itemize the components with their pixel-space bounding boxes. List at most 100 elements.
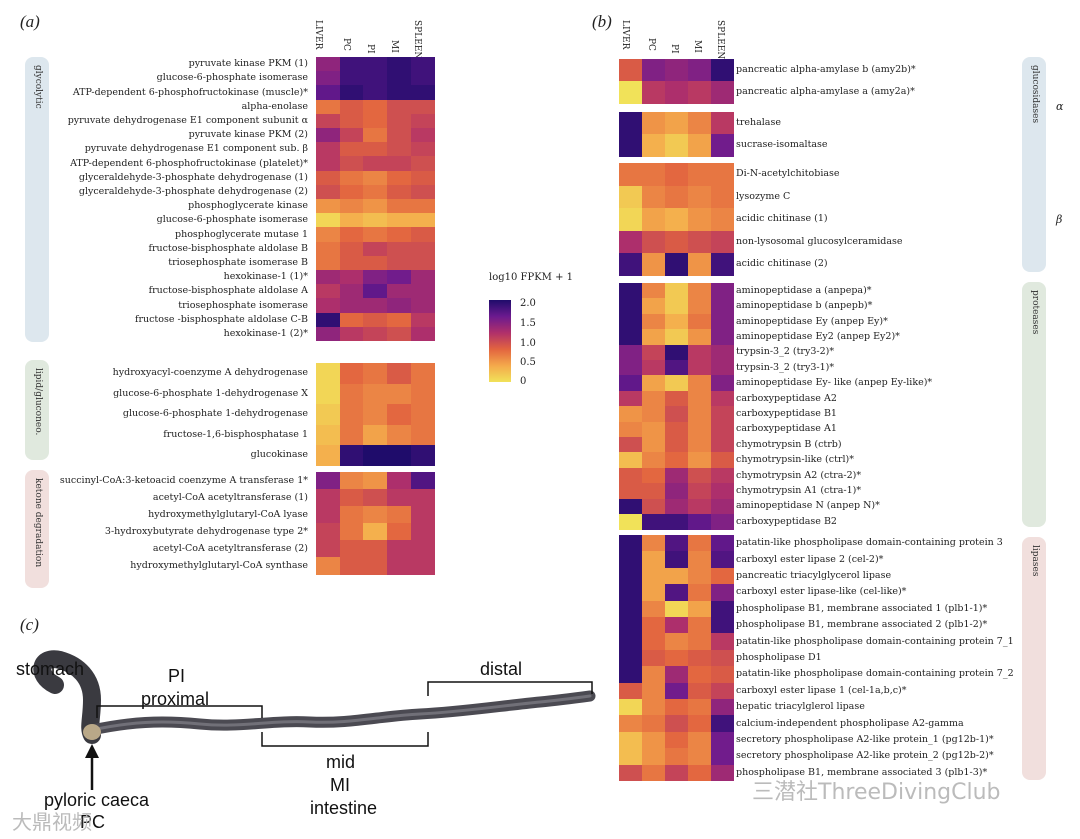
heat-cell [619, 360, 642, 376]
heat-cell [363, 284, 387, 299]
row-label: pancreatic triacylglycerol lipase [736, 570, 892, 581]
row-label: ATP-dependent 6-phosphofructokinase (mus… [72, 86, 308, 98]
heat-cell [665, 514, 688, 530]
heat-cell [642, 748, 665, 766]
heat-cell [387, 57, 411, 72]
heat-cell [411, 424, 435, 446]
heat-cell [688, 498, 711, 515]
heat-cell [642, 567, 665, 585]
watermark-right: 三潜社ThreeDivingClub [752, 780, 1001, 805]
row-label: glucokinase [250, 449, 308, 461]
heat-cell [688, 483, 711, 500]
heat-cell [411, 472, 435, 490]
heat-cell [316, 85, 340, 101]
caption-mi: MI [330, 775, 350, 795]
heat-cell [619, 514, 642, 530]
heat-cell [411, 404, 435, 425]
heat-cell [387, 199, 411, 214]
heat-cell [411, 241, 435, 257]
heat-cell [688, 298, 711, 315]
heat-cell [387, 156, 411, 172]
heat-cell [316, 489, 340, 507]
heat-cell [642, 584, 665, 602]
heat-cell [688, 253, 711, 276]
group-bar-proteases: proteases [1022, 282, 1046, 527]
heat-cell [619, 298, 642, 315]
heat-cell [411, 312, 435, 328]
heat-cell [665, 452, 688, 469]
heat-cell [642, 764, 665, 782]
heat-cell [387, 128, 411, 143]
heat-cell [665, 437, 688, 453]
heat-cell [411, 326, 435, 342]
heat-cell [619, 452, 642, 469]
heat-cell [642, 437, 665, 453]
heat-cell [642, 514, 665, 530]
heat-cell [665, 185, 688, 209]
heat-cell [619, 185, 642, 209]
heat-cell [688, 59, 711, 82]
row-label: glyceraldehyde-3-phosphate dehydrogenase… [78, 171, 308, 183]
row-label: hydroxyacyl-coenzyme A dehydrogenase [112, 367, 308, 379]
heat-cell [642, 699, 665, 716]
row-label: sucrase-isomaltase [736, 139, 828, 150]
heat-cell [619, 600, 642, 618]
heat-cell [316, 506, 340, 524]
heat-cell [711, 535, 734, 552]
heat-cell [688, 584, 711, 602]
heat-cell [411, 383, 435, 405]
heat-cell [665, 731, 688, 749]
heat-cell [688, 421, 711, 438]
heat-cell [363, 424, 387, 446]
heat-cell [316, 170, 340, 186]
heat-cell [316, 424, 340, 446]
heat-cell [642, 81, 665, 104]
heat-cell [387, 404, 411, 425]
heat-cell [316, 298, 340, 314]
row-label: hexokinase-1 (2)* [223, 327, 308, 339]
heat-cell [619, 617, 642, 634]
heat-cell [340, 284, 364, 299]
legend-tick-0: 0 [520, 376, 527, 387]
heat-cell [316, 71, 340, 86]
heat-cell [340, 156, 364, 172]
heat-cell [688, 344, 711, 361]
row-label: calcium-independent phospholipase A2-gam… [736, 717, 964, 729]
row-label: chymotrypsin B (ctrb) [736, 438, 842, 450]
row-label: phosphoglycerate mutase 1 [175, 228, 308, 240]
heat-cell [665, 59, 688, 82]
heat-cell [619, 584, 642, 602]
heat-cell [411, 506, 435, 524]
heat-cell [363, 445, 387, 466]
heat-cell [411, 284, 435, 299]
row-label: phospholipase B1, membrane associated 3 … [736, 766, 988, 778]
heat-cell [711, 59, 734, 82]
heat-cell [363, 213, 387, 228]
group-label-glucosidases: glucosidases [1030, 65, 1040, 124]
heat-cell [642, 112, 665, 135]
heat-cell [340, 241, 364, 257]
heat-cell [711, 666, 734, 684]
heat-cell [688, 514, 711, 530]
heat-cell [619, 633, 642, 651]
heat-cell [316, 113, 340, 129]
heat-cell [665, 666, 688, 684]
heat-cell [619, 731, 642, 749]
heat-cell [711, 483, 734, 500]
heat-cell [387, 540, 411, 558]
heat-cell [688, 452, 711, 469]
heat-cell [387, 255, 411, 271]
col-header-pc-b: PC [646, 38, 656, 51]
heat-cell [387, 557, 411, 575]
heat-cell [316, 326, 340, 342]
heat-cell [642, 208, 665, 231]
caption-distal: distal [480, 659, 523, 679]
heat-cell [619, 390, 642, 407]
heat-cell [642, 715, 665, 733]
heat-cell [642, 253, 665, 276]
heat-cell [711, 649, 734, 667]
heat-cell [316, 57, 340, 72]
row-label: phospholipase D1 [736, 652, 822, 663]
row-label: aminopeptidase N (anpep N)* [736, 500, 880, 512]
row-label: chymotrypsin A2 (ctra-2)* [736, 469, 862, 481]
